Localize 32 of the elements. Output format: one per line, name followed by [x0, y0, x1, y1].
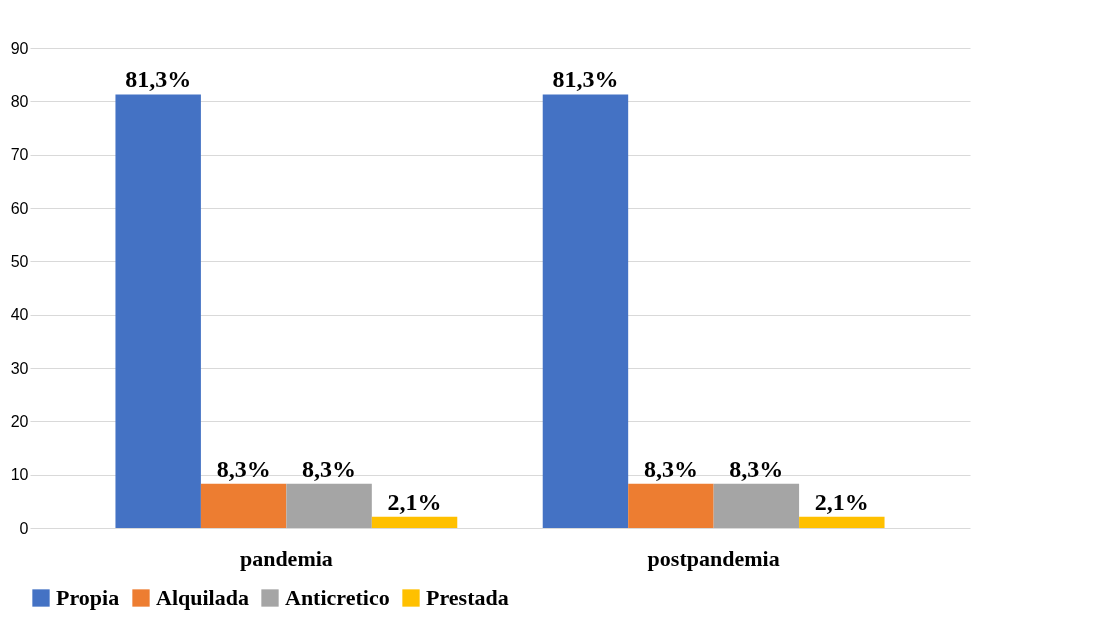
bar	[799, 516, 885, 528]
bar	[713, 483, 800, 528]
bar	[286, 483, 372, 528]
bar	[542, 94, 629, 528]
legend-label: Alquilada	[156, 585, 249, 610]
y-tick-label: 70	[10, 146, 29, 164]
bar	[200, 483, 287, 528]
legend-label: Propia	[56, 585, 120, 610]
y-tick-label: 40	[10, 306, 29, 324]
bar	[628, 483, 714, 528]
y-tick-label: 50	[10, 252, 29, 270]
bar	[371, 516, 458, 528]
data-label: 81,3%	[552, 66, 619, 93]
x-tick-label: postpandemia	[647, 545, 780, 571]
legend-label: Anticretico	[285, 585, 390, 610]
x-tick-label: pandemia	[239, 545, 333, 571]
data-label: 8,3%	[729, 455, 784, 482]
y-tick-label: 30	[10, 359, 29, 377]
legend-label: Prestada	[426, 585, 509, 610]
y-tick-label: 0	[19, 519, 29, 537]
y-tick-label: 60	[10, 199, 29, 217]
y-tick-label: 10	[10, 466, 29, 484]
data-label: 2,1%	[387, 488, 442, 515]
bar	[115, 94, 201, 528]
y-tick-label: 80	[10, 92, 29, 110]
data-label: 81,3%	[125, 66, 192, 93]
data-label: 2,1%	[814, 488, 869, 515]
data-label: 8,3%	[216, 455, 271, 482]
y-tick-label: 90	[10, 39, 29, 57]
y-tick-label: 20	[10, 412, 29, 430]
data-label: 8,3%	[643, 455, 698, 482]
data-label: 8,3%	[302, 455, 357, 482]
